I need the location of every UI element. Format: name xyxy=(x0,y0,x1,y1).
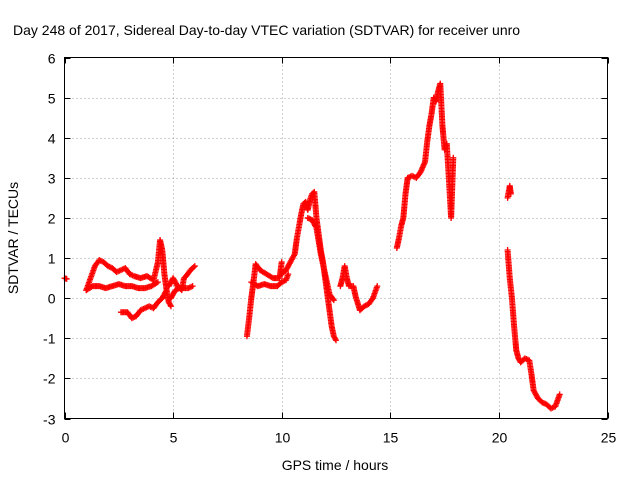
y-tick-label: 1 xyxy=(48,251,56,267)
y-tick-label: 6 xyxy=(48,51,56,67)
data-point xyxy=(190,264,197,271)
data-point xyxy=(186,284,193,291)
data-point xyxy=(189,283,196,290)
y-axis-label: SDTVAR / TECUs xyxy=(5,182,21,294)
data-point xyxy=(374,283,381,290)
plot-frame xyxy=(64,57,608,419)
data-point xyxy=(167,303,174,310)
data-point xyxy=(285,271,292,278)
y-axis-ticks: -3 -2 -1 0 1 2 3 4 5 6 xyxy=(43,51,608,428)
data-point xyxy=(188,283,195,290)
x-tick-label: 25 xyxy=(601,430,617,446)
data-point xyxy=(450,154,457,161)
data-point xyxy=(167,301,174,308)
y-tick-label: 0 xyxy=(48,291,56,307)
x-tick-label: 10 xyxy=(275,430,291,446)
x-tick-label: 15 xyxy=(383,430,399,446)
y-tick-label: -1 xyxy=(43,331,56,347)
y-tick-label: -2 xyxy=(43,371,56,387)
data-point xyxy=(312,223,319,230)
y-tick-label: 5 xyxy=(48,91,56,107)
data-point xyxy=(153,279,160,286)
y-tick-label: -3 xyxy=(43,412,56,428)
data-point xyxy=(329,295,336,302)
data-point xyxy=(163,287,170,294)
data-point xyxy=(333,337,339,344)
y-tick-label: 2 xyxy=(48,211,56,227)
x-axis-label: GPS time / hours xyxy=(282,457,389,473)
x-axis-ticks: 0 5 10 15 20 25 xyxy=(62,57,617,446)
data-point xyxy=(191,263,198,270)
x-tick-label: 5 xyxy=(170,430,178,446)
chart-title: Day 248 of 2017, Sidereal Day-to-day VTE… xyxy=(13,22,520,38)
y-tick-label: 4 xyxy=(48,131,56,147)
data-point xyxy=(162,288,169,295)
data-point xyxy=(330,297,337,304)
x-tick-label: 0 xyxy=(62,430,70,446)
data-point xyxy=(507,190,514,197)
data-point xyxy=(332,335,339,342)
y-tick-label: 3 xyxy=(48,171,56,187)
data-point xyxy=(154,279,161,286)
data-point xyxy=(278,259,285,266)
data-points xyxy=(61,80,563,412)
data-point xyxy=(556,391,563,398)
data-point xyxy=(291,252,298,259)
grid xyxy=(64,57,608,419)
x-tick-label: 20 xyxy=(492,430,508,446)
